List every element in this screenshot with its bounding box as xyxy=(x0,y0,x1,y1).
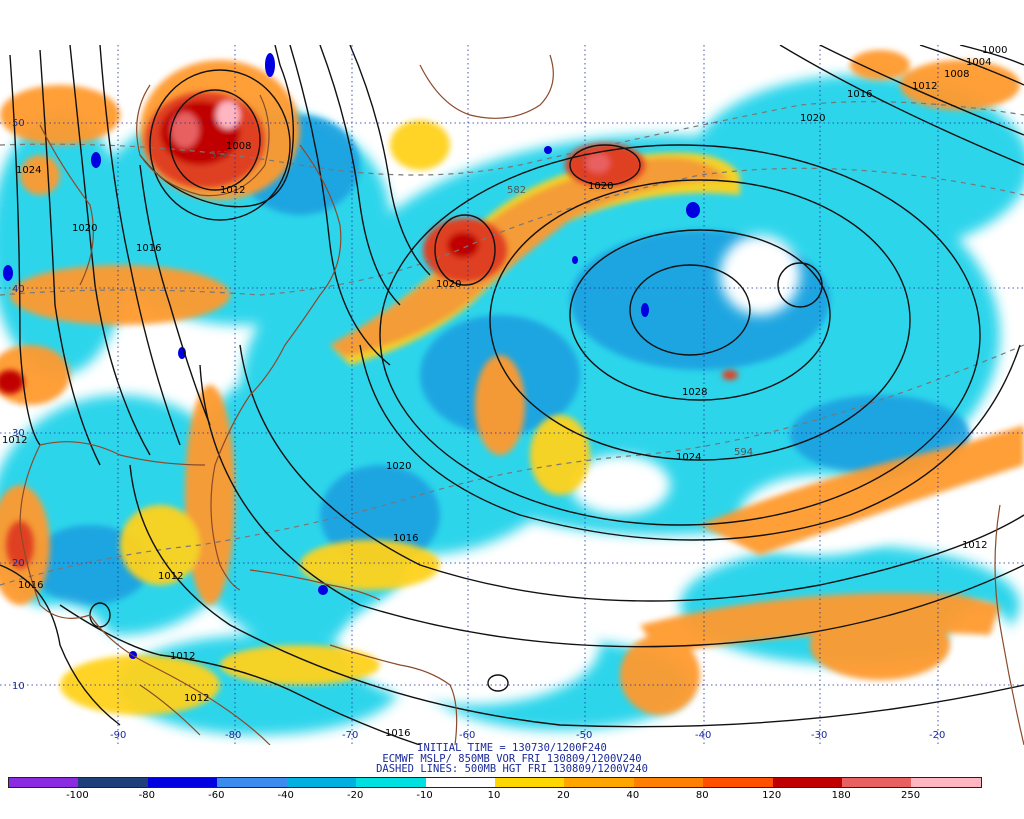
lon-label-80: -80 xyxy=(225,730,241,741)
pressure-label-1016: 1016 xyxy=(136,243,161,254)
color-scale-label: -20 xyxy=(346,790,364,801)
pressure-label-1008: 1008 xyxy=(226,141,251,152)
pressure-label-1012: 1012 xyxy=(170,651,195,662)
pressure-label-1016: 1016 xyxy=(393,533,418,544)
height-label-582: 582 xyxy=(507,185,526,196)
pressure-label-1016: 1016 xyxy=(18,580,43,591)
pressure-label-1012: 1012 xyxy=(912,81,937,92)
lon-label-60: -60 xyxy=(459,730,475,741)
height-label-552: 552 xyxy=(210,150,229,161)
pressure-label-1020: 1020 xyxy=(436,279,461,290)
height-label-594: 594 xyxy=(734,447,753,458)
pressure-label-1000: 1000 xyxy=(982,45,1007,56)
pressure-label-1012: 1012 xyxy=(158,571,183,582)
color-scale-label: -80 xyxy=(138,790,156,801)
color-scale-segment xyxy=(78,778,148,787)
lon-label-50: -50 xyxy=(576,730,592,741)
lat-label-50: 50 xyxy=(12,118,25,129)
lon-label-90: -90 xyxy=(110,730,126,741)
color-scale-segment xyxy=(564,778,634,787)
color-scale-label: 120 xyxy=(762,790,782,801)
color-scale-label: 80 xyxy=(695,790,709,801)
color-scale-bar xyxy=(8,777,982,788)
color-scale-segment xyxy=(633,778,704,787)
pressure-label-1020: 1020 xyxy=(588,181,613,192)
color-scale-labels: -100 -80 -60 -40 -20 -10 10 20 40 80 120 180 250 xyxy=(0,790,1024,804)
color-scale-label: 10 xyxy=(487,790,501,801)
pressure-label-1020: 1020 xyxy=(72,223,97,234)
color-scale-segment xyxy=(356,778,426,787)
weather-map: 1000 1004 1008 1012 1016 1020 1008 1012 … xyxy=(0,45,1024,745)
color-scale-label: -100 xyxy=(66,790,89,801)
pressure-label-1012: 1012 xyxy=(2,435,27,446)
pressure-label-1012: 1012 xyxy=(184,693,209,704)
pressure-label-1020: 1020 xyxy=(800,113,825,124)
color-scale-label: 250 xyxy=(901,790,921,801)
color-scale-segment xyxy=(425,778,495,787)
color-scale-segment xyxy=(217,778,287,787)
caption-dashed-lines: DASHED LINES: 500MB HGT FRI 130809/1200V… xyxy=(376,763,648,775)
pressure-label-1012: 1012 xyxy=(962,540,987,551)
lat-label-10: 10 xyxy=(12,681,25,692)
pressure-label-1004: 1004 xyxy=(966,57,991,68)
pressure-label-1012: 1012 xyxy=(220,185,245,196)
color-scale-segment xyxy=(286,778,357,787)
pressure-contours xyxy=(0,45,1024,745)
lat-label-20: 20 xyxy=(12,558,25,569)
color-scale-label: 180 xyxy=(831,790,851,801)
caption-product: ECMWF MSLP/ 850MB VOR FRI 130809/1200V24… xyxy=(382,752,642,765)
color-scale-segment xyxy=(911,778,981,787)
map-caption: INITIAL TIME = 130730/1200F240 ECMWF MSL… xyxy=(0,743,1024,775)
lon-label-70: -70 xyxy=(342,730,358,741)
lat-label-40: 40 xyxy=(12,284,25,295)
color-scale-label: 40 xyxy=(626,790,640,801)
color-scale-label: -60 xyxy=(208,790,225,801)
color-scale-segment xyxy=(772,778,843,787)
color-scale-segment xyxy=(494,778,565,787)
caption-initial-time: INITIAL TIME = 130730/1200F240 xyxy=(417,742,607,754)
coordinate-labels: 50 40 30 20 10 -90 -80 -70 -60 -50 -40 -… xyxy=(12,118,945,741)
vorticity-shading xyxy=(0,50,1024,735)
color-scale-label: -40 xyxy=(277,790,294,801)
color-scale-segment xyxy=(147,778,218,787)
pressure-label-1016: 1016 xyxy=(847,89,872,100)
coastlines xyxy=(19,54,1024,745)
lon-label-40: -40 xyxy=(695,730,711,741)
pressure-labels: 1000 1004 1008 1012 1016 1020 1008 1012 … xyxy=(2,45,1007,739)
color-scale-segment xyxy=(842,778,912,787)
color-scale-label: 20 xyxy=(557,790,570,801)
color-scale-segment xyxy=(703,778,773,787)
pressure-label-1028: 1028 xyxy=(682,387,707,398)
map-canvas: 1000 1004 1008 1012 1016 1020 1008 1012 … xyxy=(0,45,1024,745)
lat-label-30: 30 xyxy=(12,428,25,439)
height-contours-500mb xyxy=(0,101,1024,586)
lon-label-20: -20 xyxy=(929,730,945,741)
pressure-label-1008: 1008 xyxy=(944,69,969,80)
pressure-label-1024: 1024 xyxy=(16,165,41,176)
pressure-label-1020: 1020 xyxy=(386,461,411,472)
color-scale-label: -10 xyxy=(416,790,433,801)
lon-label-30: -30 xyxy=(811,730,827,741)
color-scale-segment xyxy=(9,778,79,787)
pressure-label-1016: 1016 xyxy=(385,728,410,739)
pressure-label-1024: 1024 xyxy=(676,452,701,463)
